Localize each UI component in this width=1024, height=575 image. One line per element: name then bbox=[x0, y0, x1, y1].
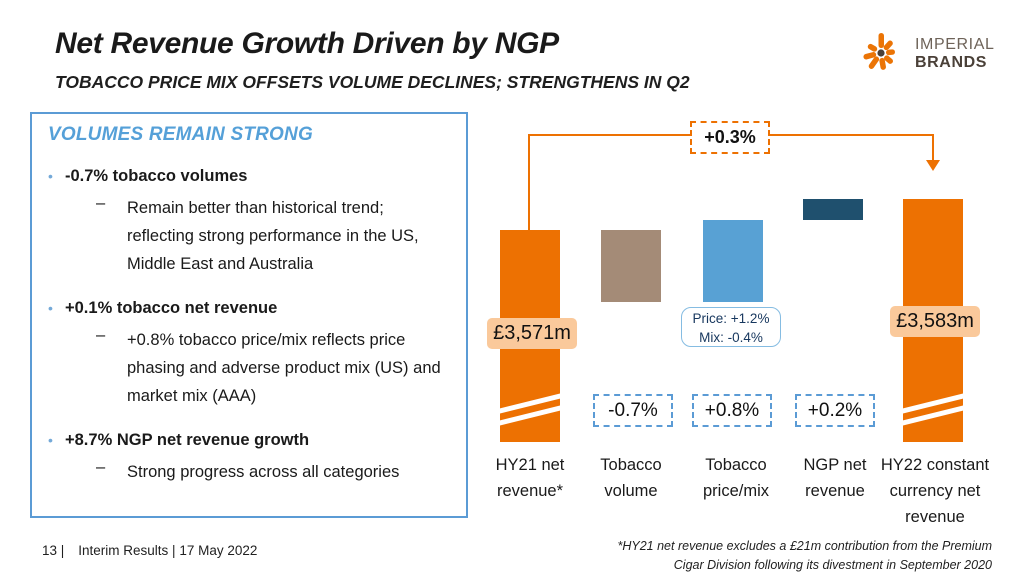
bar-ngp-net-revenue bbox=[803, 199, 863, 220]
page-number: 13 | bbox=[42, 543, 65, 558]
connector-line-right-horizontal bbox=[770, 134, 933, 136]
footer-label: Interim Results | 17 May 2022 bbox=[78, 543, 258, 558]
bullet-tobacco-net-revenue: • +0.1% tobacco net revenue – +0.8% toba… bbox=[48, 299, 452, 410]
page-subtitle: TOBACCO PRICE MIX OFFSETS VOLUME DECLINE… bbox=[55, 72, 690, 92]
dash-icon: – bbox=[96, 194, 106, 212]
arrow-down-icon bbox=[926, 160, 940, 171]
annotation-mix-line: Mix: -0.4% bbox=[699, 330, 763, 345]
change-badge-ngp: +0.2% bbox=[795, 394, 875, 427]
dash-icon: – bbox=[96, 458, 106, 476]
category-label-ngp: NGP net revenue bbox=[803, 456, 867, 500]
bullet-headline: +8.7% NGP net revenue growth bbox=[65, 431, 310, 449]
page-title: Net Revenue Growth Driven by NGP bbox=[55, 27, 559, 60]
bullet-headline: +0.1% tobacco net revenue bbox=[65, 299, 278, 317]
volumes-panel: VOLUMES REMAIN STRONG • -0.7% tobacco vo… bbox=[30, 112, 468, 518]
bullet-detail: Remain better than historical trend; ref… bbox=[127, 199, 419, 273]
chart-footnote: *HY21 net revenue excludes a £21m contri… bbox=[520, 537, 993, 575]
bullet-headline: -0.7% tobacco volumes bbox=[65, 167, 248, 185]
bullet-detail: Strong progress across all categories bbox=[127, 463, 400, 481]
category-label-tobacco-volume: Tobacco volume bbox=[600, 456, 662, 500]
connector-line-left-horizontal bbox=[528, 134, 690, 136]
logo-wordmark: IMPERIAL BRANDS bbox=[915, 36, 995, 72]
bullet-tobacco-volumes: • -0.7% tobacco volumes – Remain better … bbox=[48, 167, 452, 278]
bullet-icon: • bbox=[48, 432, 53, 448]
value-label-hy21: £3,571m bbox=[487, 318, 577, 349]
category-label-hy21: HY21 net revenue* bbox=[495, 456, 565, 500]
logo-word-imperial: IMPERIAL bbox=[915, 36, 995, 53]
annotation-price-line: Price: +1.2% bbox=[692, 311, 770, 326]
category-label-tobacco-price-mix: Tobacco price/mix bbox=[702, 456, 769, 500]
bullet-ngp-growth: • +8.7% NGP net revenue growth – Strong … bbox=[48, 431, 452, 486]
bullet-detail: +0.8% tobacco price/mix reflects price p… bbox=[127, 331, 441, 405]
change-badge-tobacco-volume: -0.7% bbox=[593, 394, 673, 427]
footnote-line-1: *HY21 net revenue excludes a £21m contri… bbox=[617, 539, 993, 553]
imperial-brands-logo: IMPERIAL BRANDS bbox=[856, 28, 1016, 80]
footnote-line-2: Cigar Division following its divestment … bbox=[673, 558, 992, 572]
bar-tobacco-volume bbox=[601, 230, 661, 303]
connector-line-left-vertical bbox=[528, 136, 530, 230]
starburst-logo-icon bbox=[856, 26, 906, 83]
connector-line-right-vertical bbox=[932, 134, 934, 161]
dash-icon: – bbox=[96, 326, 106, 344]
panel-heading: VOLUMES REMAIN STRONG bbox=[48, 124, 313, 145]
change-badge-tobacco-price-mix: +0.8% bbox=[692, 394, 772, 427]
price-mix-annotation: Price: +1.2% Mix: -0.4% bbox=[681, 307, 781, 347]
bullet-icon: • bbox=[48, 168, 53, 184]
logo-word-brands: BRANDS bbox=[915, 54, 988, 71]
slide-footer: 13 | Interim Results | 17 May 2022 bbox=[42, 543, 257, 558]
category-label-hy22: HY22 constant currency net revenue bbox=[880, 456, 990, 526]
bullet-icon: • bbox=[48, 300, 53, 316]
bar-tobacco-price-mix bbox=[703, 219, 763, 303]
value-label-hy22: £3,583m bbox=[890, 306, 980, 337]
total-change-badge: +0.3% bbox=[690, 121, 770, 154]
